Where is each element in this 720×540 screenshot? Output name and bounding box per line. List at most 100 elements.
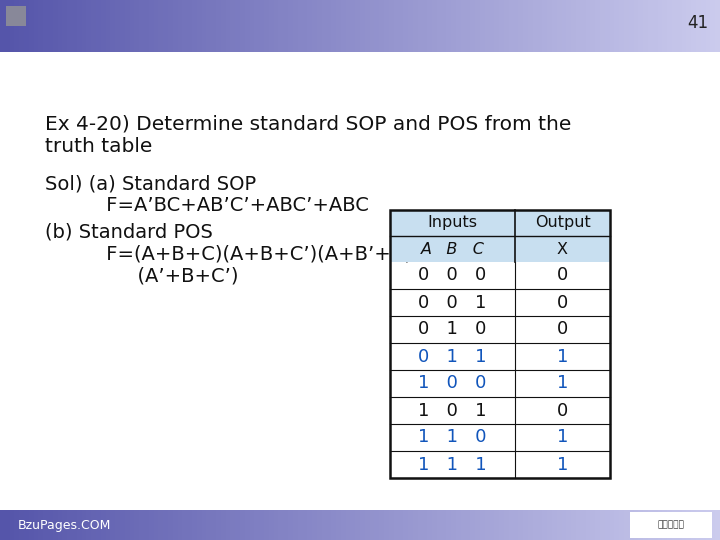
Bar xyxy=(235,510,240,540)
Bar xyxy=(605,0,610,52)
Bar xyxy=(269,0,274,52)
Bar xyxy=(178,0,182,52)
Bar xyxy=(77,510,81,540)
Bar xyxy=(91,510,96,540)
Bar xyxy=(571,0,576,52)
Bar xyxy=(259,0,264,52)
Bar xyxy=(610,510,614,540)
Bar xyxy=(225,510,230,540)
Text: Ex 4-20) Determine standard SOP and POS from the: Ex 4-20) Determine standard SOP and POS … xyxy=(45,115,572,134)
Bar xyxy=(590,0,595,52)
Text: Output: Output xyxy=(535,215,590,231)
Bar xyxy=(120,0,125,52)
Bar xyxy=(230,0,235,52)
Bar xyxy=(346,510,351,540)
Bar xyxy=(341,510,346,540)
Bar xyxy=(567,510,571,540)
Bar xyxy=(211,0,216,52)
Bar xyxy=(197,0,202,52)
Bar xyxy=(624,510,629,540)
Bar xyxy=(91,0,96,52)
Bar xyxy=(523,0,528,52)
Text: (b) Standard POS: (b) Standard POS xyxy=(45,222,213,241)
Bar xyxy=(672,510,677,540)
Bar xyxy=(187,510,192,540)
Text: F=A’BC+AB’C’+ABC’+ABC: F=A’BC+AB’C’+ABC’+ABC xyxy=(75,196,369,215)
Bar xyxy=(34,0,38,52)
Bar xyxy=(163,0,168,52)
Bar xyxy=(293,0,297,52)
Text: 0   1   1: 0 1 1 xyxy=(418,348,487,366)
Bar xyxy=(67,510,72,540)
Bar xyxy=(379,0,384,52)
Bar xyxy=(518,510,523,540)
Bar xyxy=(432,0,437,52)
Bar xyxy=(634,0,639,52)
Bar xyxy=(446,0,451,52)
Bar xyxy=(441,510,446,540)
Bar xyxy=(576,0,581,52)
Bar xyxy=(451,0,456,52)
Bar xyxy=(106,510,110,540)
Text: 1   1   1: 1 1 1 xyxy=(418,456,487,474)
Bar xyxy=(490,510,495,540)
Text: Sol) (a) Standard SOP: Sol) (a) Standard SOP xyxy=(45,174,256,193)
Bar xyxy=(24,510,29,540)
Bar xyxy=(369,510,374,540)
Bar xyxy=(207,510,211,540)
Text: 1   0   1: 1 0 1 xyxy=(418,402,487,420)
Bar xyxy=(48,510,53,540)
Bar xyxy=(38,510,43,540)
Bar xyxy=(379,510,384,540)
Bar xyxy=(542,510,547,540)
Bar xyxy=(297,0,302,52)
Bar xyxy=(672,0,677,52)
Bar xyxy=(34,510,38,540)
Bar xyxy=(63,510,67,540)
Bar xyxy=(634,510,639,540)
Bar xyxy=(715,0,720,52)
Text: 0: 0 xyxy=(557,321,568,339)
Bar xyxy=(485,0,490,52)
Bar xyxy=(168,0,173,52)
Bar xyxy=(513,510,518,540)
Bar xyxy=(600,510,605,540)
Bar xyxy=(130,0,135,52)
Text: truth table: truth table xyxy=(45,137,153,156)
Text: 0: 0 xyxy=(557,294,568,312)
Bar xyxy=(390,289,610,316)
Bar xyxy=(139,0,144,52)
Bar xyxy=(629,510,634,540)
Bar xyxy=(648,510,653,540)
Bar xyxy=(547,0,552,52)
Bar xyxy=(475,510,480,540)
Bar xyxy=(221,0,225,52)
Text: 1: 1 xyxy=(557,429,568,447)
Bar xyxy=(135,0,139,52)
Text: (A’+B+C’): (A’+B+C’) xyxy=(75,266,238,285)
Bar xyxy=(312,0,317,52)
Bar xyxy=(461,510,466,540)
Bar xyxy=(0,0,5,52)
Bar xyxy=(581,510,585,540)
Bar xyxy=(77,0,81,52)
Bar xyxy=(14,510,19,540)
Text: F=(A+B+C)(A+B+C’)(A+B’+C): F=(A+B+C)(A+B+C’)(A+B’+C) xyxy=(75,244,412,263)
Bar xyxy=(355,0,360,52)
Bar xyxy=(302,0,307,52)
Bar xyxy=(446,510,451,540)
Bar xyxy=(53,510,58,540)
Text: 0   0   1: 0 0 1 xyxy=(418,294,487,312)
Text: 41: 41 xyxy=(687,14,708,32)
Text: 0: 0 xyxy=(557,402,568,420)
Bar xyxy=(490,0,495,52)
Bar xyxy=(390,343,610,370)
Bar xyxy=(115,0,120,52)
Bar xyxy=(691,0,696,52)
Text: Inputs: Inputs xyxy=(428,215,477,231)
Bar xyxy=(518,0,523,52)
Bar xyxy=(365,0,369,52)
Bar xyxy=(279,510,283,540)
Bar xyxy=(0,510,5,540)
Bar xyxy=(413,510,418,540)
